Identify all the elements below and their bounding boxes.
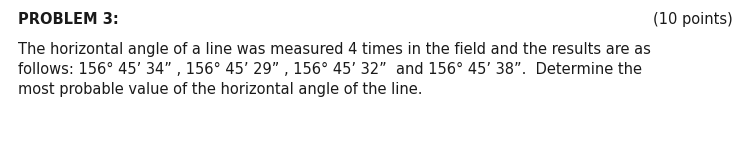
Text: follows: 156° 45’ 34” , 156° 45’ 29” , 156° 45’ 32”  and 156° 45’ 38”.  Determin: follows: 156° 45’ 34” , 156° 45’ 29” , 1…	[18, 62, 642, 77]
Text: PROBLEM 3:: PROBLEM 3:	[18, 12, 119, 27]
Text: (10 points): (10 points)	[653, 12, 733, 27]
Text: most probable value of the horizontal angle of the line.: most probable value of the horizontal an…	[18, 82, 423, 97]
Text: The horizontal angle of a line was measured 4 times in the field and the results: The horizontal angle of a line was measu…	[18, 42, 651, 57]
